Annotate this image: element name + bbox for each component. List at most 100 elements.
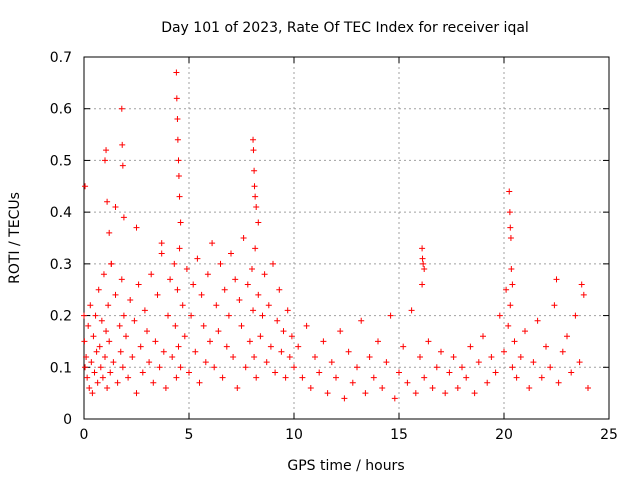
data-point bbox=[307, 384, 314, 391]
data-point bbox=[99, 374, 106, 381]
data-point bbox=[156, 364, 163, 371]
data-point bbox=[282, 374, 289, 381]
data-point bbox=[152, 338, 159, 345]
data-point bbox=[404, 379, 411, 386]
data-point bbox=[225, 312, 232, 319]
data-point bbox=[421, 374, 428, 381]
data-point bbox=[223, 343, 230, 350]
y-tick-label: 0.2 bbox=[50, 309, 72, 325]
data-point bbox=[505, 322, 512, 329]
data-point bbox=[506, 188, 513, 195]
chart-title: Day 101 of 2023, Rate Of TEC Index for r… bbox=[161, 20, 529, 36]
data-point bbox=[103, 328, 110, 335]
x-axis-label: GPS time / hours bbox=[287, 458, 404, 474]
data-point bbox=[90, 333, 97, 340]
data-point bbox=[190, 281, 197, 288]
data-point bbox=[349, 379, 356, 386]
data-point bbox=[312, 353, 318, 360]
data-point bbox=[110, 359, 117, 366]
data-point bbox=[125, 374, 132, 381]
x-tick-label: 15 bbox=[390, 427, 408, 443]
x-tick-label: 10 bbox=[285, 427, 303, 443]
data-point bbox=[232, 276, 239, 283]
data-point bbox=[488, 353, 495, 360]
data-point bbox=[291, 364, 297, 371]
data-point bbox=[106, 338, 113, 345]
y-tick-label: 0.3 bbox=[50, 257, 72, 273]
data-point bbox=[387, 312, 394, 319]
data-point bbox=[568, 369, 575, 376]
data-point bbox=[221, 286, 228, 293]
data-point bbox=[286, 353, 293, 360]
data-point bbox=[267, 343, 274, 350]
data-point bbox=[429, 384, 436, 391]
data-point bbox=[551, 302, 558, 309]
data-point bbox=[207, 338, 213, 345]
data-point bbox=[467, 343, 474, 350]
data-point bbox=[112, 291, 119, 298]
data-point bbox=[425, 338, 432, 345]
data-point bbox=[91, 369, 98, 376]
y-tick-label: 0.7 bbox=[50, 50, 72, 66]
y-tick-label: 0.5 bbox=[50, 153, 72, 169]
data-point bbox=[162, 384, 169, 391]
data-point bbox=[379, 384, 386, 391]
data-point bbox=[320, 338, 327, 345]
data-point bbox=[328, 359, 335, 366]
data-point bbox=[530, 359, 537, 366]
data-point bbox=[252, 193, 259, 200]
data-point bbox=[196, 379, 203, 386]
x-tick-label: 5 bbox=[185, 427, 194, 443]
data-point bbox=[450, 353, 457, 360]
data-point bbox=[123, 333, 129, 340]
data-point bbox=[442, 390, 449, 397]
data-point bbox=[278, 348, 285, 355]
data-point bbox=[202, 359, 209, 366]
data-point bbox=[354, 364, 360, 371]
data-point bbox=[95, 286, 102, 293]
data-point bbox=[117, 348, 124, 355]
data-point bbox=[173, 69, 180, 76]
data-point bbox=[475, 359, 482, 366]
data-point bbox=[172, 322, 179, 329]
data-point bbox=[507, 235, 514, 241]
data-point bbox=[129, 353, 136, 360]
data-point bbox=[176, 193, 183, 200]
data-point bbox=[148, 271, 155, 278]
data-point bbox=[421, 266, 428, 273]
data-point bbox=[396, 369, 402, 376]
data-point bbox=[85, 322, 92, 329]
data-point bbox=[559, 348, 566, 355]
data-point bbox=[511, 338, 518, 345]
data-point bbox=[257, 333, 264, 340]
data-point bbox=[506, 209, 513, 216]
data-point bbox=[103, 147, 110, 154]
data-point bbox=[83, 353, 90, 360]
data-point bbox=[251, 353, 258, 360]
data-point bbox=[192, 348, 199, 355]
data-point bbox=[508, 266, 515, 273]
data-point bbox=[181, 333, 188, 340]
data-point bbox=[82, 364, 89, 371]
data-point bbox=[167, 276, 174, 283]
data-point bbox=[200, 322, 207, 329]
data-point bbox=[131, 317, 138, 324]
data-point bbox=[484, 379, 491, 386]
data-point bbox=[400, 343, 407, 350]
data-point bbox=[104, 198, 111, 205]
data-point bbox=[135, 281, 142, 288]
data-point bbox=[383, 359, 390, 366]
data-point bbox=[211, 364, 218, 371]
data-point bbox=[94, 379, 101, 386]
data-point bbox=[250, 136, 257, 143]
data-point bbox=[391, 395, 398, 402]
data-point bbox=[209, 240, 216, 247]
data-point bbox=[459, 364, 465, 371]
data-point bbox=[253, 374, 260, 381]
data-point bbox=[244, 281, 251, 288]
x-tick-label: 25 bbox=[600, 427, 618, 443]
data-point bbox=[333, 374, 339, 381]
data-point bbox=[253, 203, 260, 210]
data-point bbox=[446, 369, 453, 376]
